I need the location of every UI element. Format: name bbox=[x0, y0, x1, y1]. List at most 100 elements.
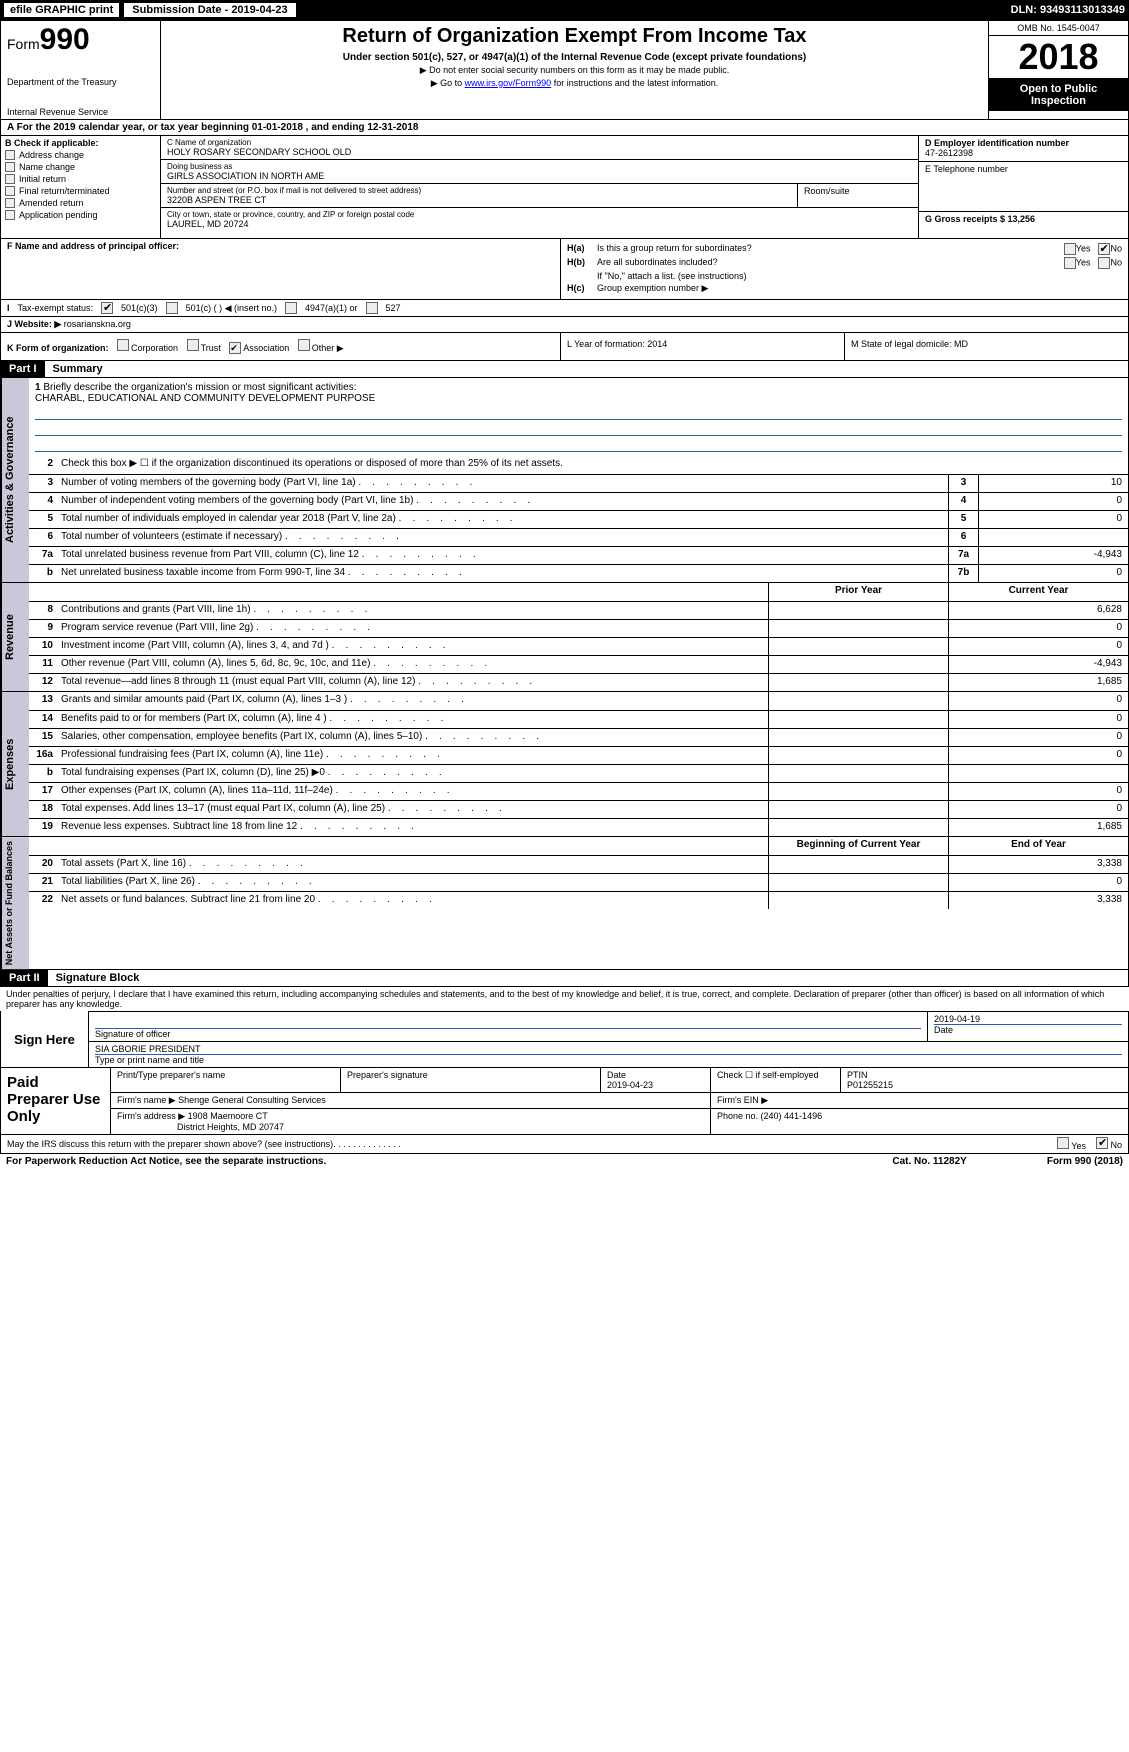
side-expenses: Expenses bbox=[1, 692, 29, 836]
chk-address-change[interactable] bbox=[5, 150, 15, 160]
chk-other[interactable] bbox=[298, 339, 310, 351]
table-row: 16aProfessional fundraising fees (Part I… bbox=[29, 746, 1128, 764]
table-row: 14Benefits paid to or for members (Part … bbox=[29, 710, 1128, 728]
chk-initial-return[interactable] bbox=[5, 174, 15, 184]
side-net: Net Assets or Fund Balances bbox=[1, 837, 29, 969]
year-formation: L Year of formation: 2014 bbox=[561, 333, 845, 360]
ptin: P01255215 bbox=[847, 1080, 893, 1090]
dba: GIRLS ASSOCIATION IN NORTH AME bbox=[167, 171, 912, 181]
open-public: Open to Public Inspection bbox=[989, 79, 1128, 111]
chk-501c[interactable] bbox=[166, 302, 178, 314]
form-label: Form bbox=[7, 36, 40, 52]
chk-501c3[interactable] bbox=[101, 302, 113, 314]
table-row: 10Investment income (Part VIII, column (… bbox=[29, 637, 1128, 655]
discuss-yes[interactable] bbox=[1057, 1137, 1069, 1149]
submission-date: Submission Date - 2019-04-23 bbox=[123, 2, 296, 18]
row-f-h: F Name and address of principal officer:… bbox=[0, 239, 1129, 300]
summary-net: Net Assets or Fund Balances Beginning of… bbox=[0, 837, 1129, 970]
efile-label: efile GRAPHIC print bbox=[4, 3, 119, 17]
table-row: 18Total expenses. Add lines 13–17 (must … bbox=[29, 800, 1128, 818]
form-title-block: Return of Organization Exempt From Incom… bbox=[161, 21, 988, 119]
city-state-zip: LAUREL, MD 20724 bbox=[167, 219, 912, 229]
principal-officer: F Name and address of principal officer: bbox=[1, 239, 561, 299]
city-label: City or town, state or province, country… bbox=[167, 210, 912, 219]
col-c: C Name of organizationHOLY ROSARY SECOND… bbox=[161, 136, 918, 238]
table-row: 19Revenue less expenses. Subtract line 1… bbox=[29, 818, 1128, 836]
ein: 47-2612398 bbox=[925, 148, 1122, 158]
signature-block: Sign Here Signature of officer 2019-04-1… bbox=[0, 1011, 1129, 1068]
sig-date: 2019-04-19 bbox=[934, 1014, 980, 1024]
chk-pending[interactable] bbox=[5, 210, 15, 220]
paid-preparer-label: Paid Preparer Use Only bbox=[1, 1068, 111, 1134]
paid-preparer-block: Paid Preparer Use Only Print/Type prepar… bbox=[0, 1068, 1129, 1135]
addr-label: Number and street (or P.O. box if mail i… bbox=[167, 186, 791, 195]
side-revenue: Revenue bbox=[1, 583, 29, 691]
chk-corp[interactable] bbox=[117, 339, 129, 351]
mission-block: 1 Briefly describe the organization's mi… bbox=[29, 378, 1128, 456]
ha-yes[interactable] bbox=[1064, 243, 1076, 255]
chk-527[interactable] bbox=[366, 302, 378, 314]
table-row: 17Other expenses (Part IX, column (A), l… bbox=[29, 782, 1128, 800]
gross-receipts: G Gross receipts $ 13,256 bbox=[925, 214, 1122, 224]
discuss-no[interactable] bbox=[1096, 1137, 1108, 1149]
irs-label: Internal Revenue Service bbox=[7, 107, 154, 117]
tel-label: E Telephone number bbox=[925, 164, 1122, 174]
table-row: 12Total revenue—add lines 8 through 11 (… bbox=[29, 673, 1128, 691]
firm-name: Shenge General Consulting Services bbox=[178, 1095, 326, 1105]
gov-line: 7aTotal unrelated business revenue from … bbox=[29, 546, 1128, 564]
dba-label: Doing business as bbox=[167, 162, 912, 171]
side-governance: Activities & Governance bbox=[1, 378, 29, 582]
gov-line: 4Number of independent voting members of… bbox=[29, 492, 1128, 510]
form-number: 990 bbox=[40, 23, 90, 56]
chk-trust[interactable] bbox=[187, 339, 199, 351]
form-title: Return of Organization Exempt From Incom… bbox=[165, 25, 984, 48]
chk-assoc[interactable]: ✔ bbox=[229, 342, 241, 354]
col-b-title: B Check if applicable: bbox=[5, 138, 156, 148]
row-i: ITax-exempt status: 501(c)(3) 501(c) ( )… bbox=[0, 300, 1129, 317]
chk-name-change[interactable] bbox=[5, 162, 15, 172]
website: rosarianskna.org bbox=[64, 319, 131, 329]
signature-declaration: Under penalties of perjury, I declare th… bbox=[0, 987, 1129, 1011]
irs-link[interactable]: www.irs.gov/Form990 bbox=[465, 78, 552, 88]
hb-yes[interactable] bbox=[1064, 257, 1076, 269]
ein-label: D Employer identification number bbox=[925, 138, 1122, 148]
header-grid: B Check if applicable: Address change Na… bbox=[0, 136, 1129, 239]
table-row: bTotal fundraising expenses (Part IX, co… bbox=[29, 764, 1128, 782]
part-ii-header: Part IISignature Block bbox=[0, 970, 1129, 987]
dln: DLN: 93493113013349 bbox=[1011, 4, 1125, 16]
ha-no[interactable] bbox=[1098, 243, 1110, 255]
firm-phone: Phone no. (240) 441-1496 bbox=[717, 1111, 822, 1121]
chk-amended[interactable] bbox=[5, 198, 15, 208]
chk-final-return[interactable] bbox=[5, 186, 15, 196]
col-d: D Employer identification number47-26123… bbox=[918, 136, 1128, 238]
gov-line: 5Total number of individuals employed in… bbox=[29, 510, 1128, 528]
table-row: 20Total assets (Part X, line 16)3,338 bbox=[29, 855, 1128, 873]
form-year-block: OMB No. 1545-0047 2018 Open to Public In… bbox=[988, 21, 1128, 119]
form-note1: ▶ Do not enter social security numbers o… bbox=[165, 65, 984, 76]
gov-line: 3Number of voting members of the governi… bbox=[29, 474, 1128, 492]
table-row: 21Total liabilities (Part X, line 26)0 bbox=[29, 873, 1128, 891]
table-row: 22Net assets or fund balances. Subtract … bbox=[29, 891, 1128, 909]
chk-4947[interactable] bbox=[285, 302, 297, 314]
officer-name: SIA GBORIE PRESIDENT bbox=[95, 1044, 201, 1054]
part-i-header: Part ISummary bbox=[0, 361, 1129, 378]
table-row: 8Contributions and grants (Part VIII, li… bbox=[29, 601, 1128, 619]
sign-here-label: Sign Here bbox=[1, 1011, 89, 1067]
gov-line: 2Check this box ▶ ☐ if the organization … bbox=[29, 456, 1128, 474]
org-name-label: C Name of organization bbox=[167, 138, 912, 147]
form-id-block: Form990 Department of the Treasury Inter… bbox=[1, 21, 161, 119]
row-j: J Website: ▶ rosarianskna.org bbox=[0, 317, 1129, 333]
room-label: Room/suite bbox=[804, 186, 850, 196]
efile-header: efile GRAPHIC print Submission Date - 20… bbox=[0, 0, 1129, 20]
tax-year: 2018 bbox=[989, 36, 1128, 79]
form-note2: ▶ Go to www.irs.gov/Form990 for instruct… bbox=[165, 78, 984, 89]
page-footer: For Paperwork Reduction Act Notice, see … bbox=[0, 1154, 1129, 1169]
col-b: B Check if applicable: Address change Na… bbox=[1, 136, 161, 238]
org-name: HOLY ROSARY SECONDARY SCHOOL OLD bbox=[167, 147, 912, 157]
row-k-l: K Form of organization: Corporation Trus… bbox=[0, 333, 1129, 361]
prep-date: 2019-04-23 bbox=[607, 1080, 653, 1090]
table-row: 13Grants and similar amounts paid (Part … bbox=[29, 692, 1128, 710]
omb-number: OMB No. 1545-0047 bbox=[989, 21, 1128, 36]
hb-no[interactable] bbox=[1098, 257, 1110, 269]
summary-revenue: Revenue Prior YearCurrent Year 8Contribu… bbox=[0, 583, 1129, 692]
